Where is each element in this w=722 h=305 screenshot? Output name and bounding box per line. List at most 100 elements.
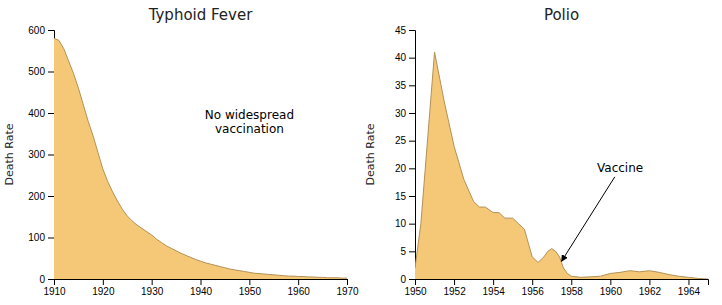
y-axis-line — [409, 31, 416, 280]
annotation-line: No widespread — [205, 108, 294, 122]
x-axis: 1950 1952 1954 1956 1958 1960 1962 1964 — [404, 279, 708, 297]
y-tick-label: 500 — [28, 66, 45, 77]
y-tick-mark — [409, 58, 415, 59]
x-tick: 1930 — [141, 279, 164, 297]
annotation: No widespreadvaccination — [205, 108, 294, 136]
x-tick-label: 1960 — [288, 286, 311, 297]
x-tick-label: 1964 — [678, 286, 701, 297]
x-tick-mark — [454, 279, 455, 285]
x-tick: 1970 — [336, 279, 359, 297]
panel: 1950 1952 1954 1956 1958 1960 1962 1964 0 5 10 15 20… — [364, 6, 709, 297]
x-axis-line — [416, 280, 709, 286]
x-tick-label: 1940 — [190, 286, 213, 297]
area — [415, 52, 708, 279]
y-axis: 0 5 10 15 20 25 30 35 40 45 — [395, 25, 416, 285]
x-tick-label: 1954 — [483, 286, 506, 297]
x-tick-label: 1958 — [561, 286, 584, 297]
x-tick-label: 1960 — [600, 286, 623, 297]
y-tick-label: 5 — [400, 246, 406, 257]
panel: 1910 1920 1930 1940 1950 1960 1970 0 100 200 300 40… — [3, 6, 359, 297]
y-tick: 45 — [395, 25, 415, 36]
y-tick: 10 — [395, 218, 415, 229]
title: Typhoid Fever — [148, 6, 254, 24]
y-tick-mark — [48, 113, 54, 114]
y-tick: 0 — [400, 274, 415, 285]
x-tick: 1954 — [483, 279, 506, 297]
y-tick-mark — [409, 141, 415, 142]
y-tick-mark — [48, 279, 54, 280]
y-tick-mark — [409, 168, 415, 169]
x-tick: 1962 — [639, 279, 662, 297]
area-edge — [415, 52, 708, 279]
y-tick: 5 — [400, 246, 415, 257]
y-tick-label: 35 — [395, 80, 407, 91]
y-tick-mark — [409, 196, 415, 197]
x-tick-label: 1920 — [92, 286, 115, 297]
y-tick: 500 — [28, 66, 54, 77]
y-tick-label: 45 — [395, 25, 407, 36]
x-tick-label: 1970 — [336, 286, 359, 297]
y-tick-label: 40 — [395, 52, 407, 63]
x-tick-mark — [249, 279, 250, 285]
x-tick: 1920 — [92, 279, 115, 297]
x-tick-mark — [610, 279, 611, 285]
plot-area — [54, 38, 347, 279]
y-tick-label: 100 — [28, 232, 45, 243]
y-axis-label: Death Rate — [3, 123, 16, 185]
y-tick: 400 — [28, 108, 54, 119]
x-tick-mark — [688, 279, 689, 285]
x-tick-label: 1910 — [43, 286, 66, 297]
x-tick-label: 1950 — [404, 286, 427, 297]
annotation-line: vaccination — [215, 122, 284, 136]
annotation: Vaccine — [597, 161, 643, 175]
area-edge — [54, 38, 347, 278]
x-tick-label: 1950 — [239, 286, 262, 297]
y-tick-label: 25 — [395, 135, 407, 146]
x-tick-mark — [532, 279, 533, 285]
x-tick-mark — [103, 279, 104, 285]
y-tick-mark — [409, 279, 415, 280]
y-tick: 200 — [28, 191, 54, 202]
y-tick-label: 600 — [28, 25, 45, 36]
x-tick: 1956 — [522, 279, 545, 297]
x-tick: 1964 — [678, 279, 701, 297]
x-tick-mark — [493, 279, 494, 285]
annotation-arrow — [562, 177, 615, 261]
x-tick: 1960 — [600, 279, 623, 297]
y-tick: 40 — [395, 52, 415, 63]
y-tick: 600 — [28, 25, 54, 36]
y-tick-mark — [48, 238, 54, 239]
x-tick-mark — [152, 279, 153, 285]
x-axis-line — [55, 280, 348, 286]
x-tick: 1950 — [404, 279, 427, 297]
y-tick: 25 — [395, 135, 415, 146]
y-tick-label: 400 — [28, 108, 45, 119]
y-tick: 300 — [28, 149, 54, 160]
x-tick-mark — [649, 279, 650, 285]
x-tick: 1960 — [288, 279, 311, 297]
y-tick: 20 — [395, 163, 415, 174]
y-tick-label: 0 — [39, 274, 45, 285]
x-axis: 1910 1920 1930 1940 1950 1960 1970 — [43, 279, 359, 297]
y-tick-label: 10 — [395, 218, 407, 229]
y-axis: 0 100 200 300 400 500 600 — [28, 25, 54, 285]
x-tick-label: 1952 — [443, 286, 466, 297]
y-tick-mark — [48, 72, 54, 73]
y-tick: 30 — [395, 108, 415, 119]
y-tick-label: 0 — [400, 274, 406, 285]
y-tick-mark — [409, 30, 415, 31]
annotation-line: Vaccine — [597, 161, 643, 175]
y-tick: 100 — [28, 232, 54, 243]
chart-root: 1910192019301940195019601970010020030040… — [0, 0, 722, 305]
y-tick-mark — [409, 113, 415, 114]
y-tick-label: 20 — [395, 163, 407, 174]
y-tick-label: 15 — [395, 191, 407, 202]
x-tick-label: 1956 — [522, 286, 545, 297]
y-tick-mark — [48, 196, 54, 197]
y-tick: 35 — [395, 80, 415, 91]
y-tick-label: 200 — [28, 191, 45, 202]
y-tick: 15 — [395, 191, 415, 202]
y-axis-line — [48, 31, 55, 280]
x-tick-label: 1930 — [141, 286, 164, 297]
x-tick: 1952 — [443, 279, 466, 297]
